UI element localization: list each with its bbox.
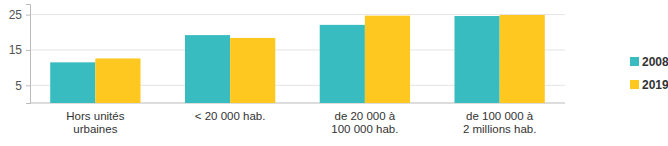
legend-label: 2019 — [642, 78, 668, 92]
y-axis: 5 15 25 — [9, 5, 31, 104]
chart: 5 15 25 Hors unitésurbaines < 20 000 hab. de … — [0, 0, 668, 146]
bar — [50, 62, 95, 103]
y-tick-mark — [26, 85, 30, 86]
y-tick: 25 — [9, 8, 30, 22]
x-tick-label: de 20 000 à100 000 hab. — [331, 110, 398, 135]
bar — [454, 16, 499, 103]
legend-swatch — [630, 57, 639, 66]
bar — [185, 35, 230, 103]
y-tick-label: 5 — [15, 79, 22, 93]
bar — [320, 25, 365, 103]
bar — [230, 38, 275, 103]
y-tick-label: 15 — [9, 43, 23, 57]
bar — [500, 15, 545, 103]
bar — [365, 16, 410, 103]
legend: 2008 2019 — [630, 55, 668, 92]
legend-label: 2008 — [642, 55, 668, 69]
y-axis-line — [26, 5, 31, 104]
bar — [95, 58, 140, 103]
legend-swatch — [630, 80, 639, 89]
x-axis: Hors unitésurbaines < 20 000 hab. de 20 00… — [66, 110, 536, 135]
x-tick-label: de 100 000 à2 millions hab. — [463, 110, 537, 135]
y-tick-mark — [26, 50, 30, 51]
x-tick-label: < 20 000 hab. — [195, 110, 266, 122]
y-tick-mark — [26, 15, 30, 16]
y-tick: 5 — [15, 79, 30, 93]
bars — [50, 15, 545, 103]
y-tick: 15 — [9, 43, 30, 57]
grid-line — [30, 14, 565, 15]
y-tick-label: 25 — [9, 8, 23, 22]
x-tick-label: Hors unitésurbaines — [66, 110, 124, 135]
